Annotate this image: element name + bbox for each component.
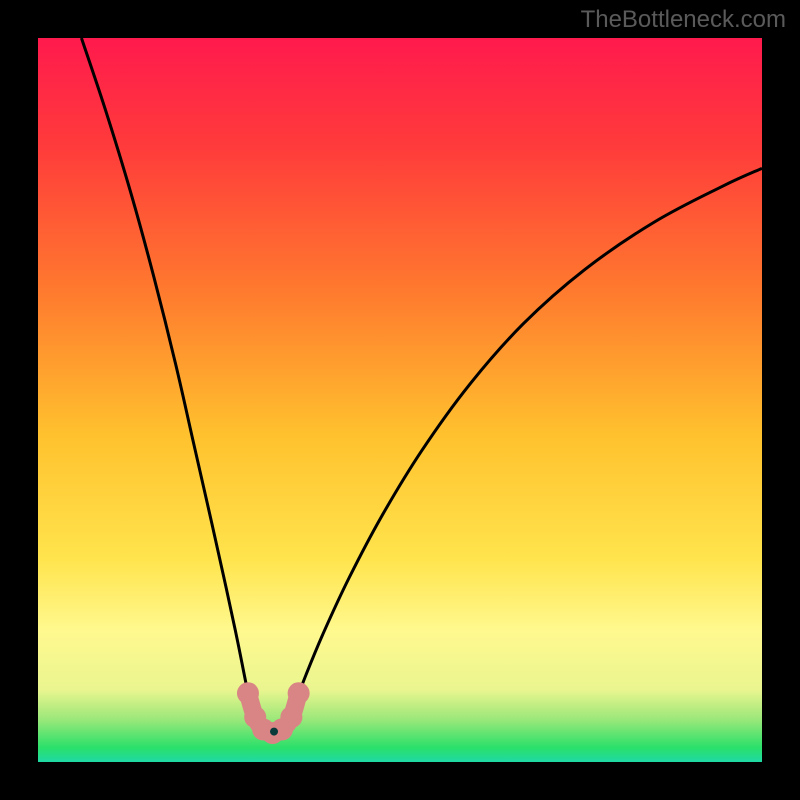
chart-svg [38,38,762,762]
bottleneck-chart [38,38,762,762]
gradient-background [38,38,762,762]
watermark: TheBottleneck.com [581,6,786,34]
center-dot [270,728,278,736]
